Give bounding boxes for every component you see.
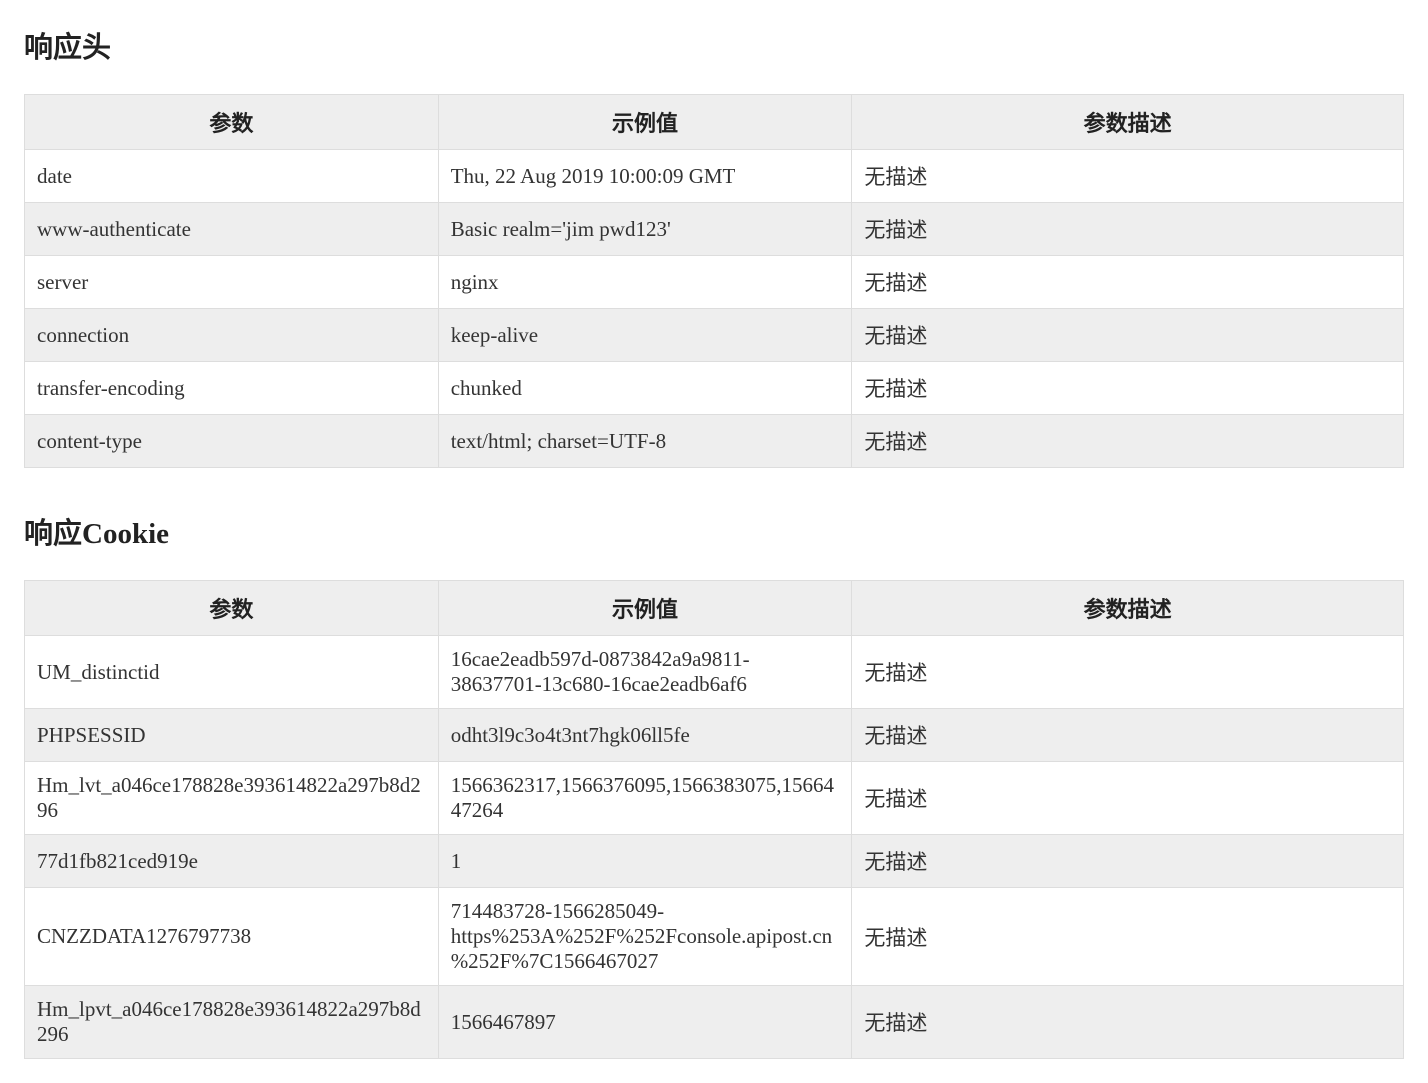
cell-desc: 无描述 — [852, 415, 1404, 468]
response-headers-table: 参数 示例值 参数描述 date Thu, 22 Aug 2019 10:00:… — [24, 94, 1404, 468]
cell-desc: 无描述 — [852, 203, 1404, 256]
cell-param: www-authenticate — [25, 203, 439, 256]
cell-example: odht3l9c3o4t3nt7hgk06ll5fe — [438, 709, 852, 762]
table-row: server nginx 无描述 — [25, 256, 1404, 309]
cell-desc: 无描述 — [852, 709, 1404, 762]
cell-desc: 无描述 — [852, 256, 1404, 309]
cell-param: Hm_lpvt_a046ce178828e393614822a297b8d296 — [25, 986, 439, 1059]
cell-param: server — [25, 256, 439, 309]
cell-desc: 无描述 — [852, 888, 1404, 986]
cell-example: 16cae2eadb597d-0873842a9a9811-38637701-1… — [438, 636, 852, 709]
table-row: PHPSESSID odht3l9c3o4t3nt7hgk06ll5fe 无描述 — [25, 709, 1404, 762]
table-row: Hm_lpvt_a046ce178828e393614822a297b8d296… — [25, 986, 1404, 1059]
table-row: Hm_lvt_a046ce178828e393614822a297b8d296 … — [25, 762, 1404, 835]
cell-param: content-type — [25, 415, 439, 468]
col-header-example: 示例值 — [438, 581, 852, 636]
col-header-desc: 参数描述 — [852, 95, 1404, 150]
cell-param: connection — [25, 309, 439, 362]
table-row: content-type text/html; charset=UTF-8 无描… — [25, 415, 1404, 468]
cell-example: 1566467897 — [438, 986, 852, 1059]
cell-desc: 无描述 — [852, 835, 1404, 888]
response-headers-title: 响应头 — [24, 24, 1404, 66]
cell-desc: 无描述 — [852, 762, 1404, 835]
table-row: 77d1fb821ced919e 1 无描述 — [25, 835, 1404, 888]
table-row: CNZZDATA1276797738 714483728-1566285049-… — [25, 888, 1404, 986]
cell-example: 714483728-1566285049-https%253A%252F%252… — [438, 888, 852, 986]
cell-desc: 无描述 — [852, 986, 1404, 1059]
col-header-param: 参数 — [25, 95, 439, 150]
cell-param: CNZZDATA1276797738 — [25, 888, 439, 986]
response-cookies-title: 响应Cookie — [24, 510, 1404, 552]
cell-param: Hm_lvt_a046ce178828e393614822a297b8d296 — [25, 762, 439, 835]
cell-desc: 无描述 — [852, 362, 1404, 415]
table-header-row: 参数 示例值 参数描述 — [25, 581, 1404, 636]
cell-example: text/html; charset=UTF-8 — [438, 415, 852, 468]
cell-param: transfer-encoding — [25, 362, 439, 415]
cell-desc: 无描述 — [852, 636, 1404, 709]
cell-example: chunked — [438, 362, 852, 415]
cell-param: PHPSESSID — [25, 709, 439, 762]
cell-example: Basic realm='jim pwd123' — [438, 203, 852, 256]
cell-desc: 无描述 — [852, 309, 1404, 362]
response-cookies-table: 参数 示例值 参数描述 UM_distinctid 16cae2eadb597d… — [24, 580, 1404, 1059]
cell-desc: 无描述 — [852, 150, 1404, 203]
table-row: www-authenticate Basic realm='jim pwd123… — [25, 203, 1404, 256]
table-row: UM_distinctid 16cae2eadb597d-0873842a9a9… — [25, 636, 1404, 709]
table-row: connection keep-alive 无描述 — [25, 309, 1404, 362]
cell-example: 1566362317,1566376095,1566383075,1566447… — [438, 762, 852, 835]
cell-example: 1 — [438, 835, 852, 888]
cell-param: UM_distinctid — [25, 636, 439, 709]
table-row: transfer-encoding chunked 无描述 — [25, 362, 1404, 415]
cell-example: keep-alive — [438, 309, 852, 362]
col-header-example: 示例值 — [438, 95, 852, 150]
table-header-row: 参数 示例值 参数描述 — [25, 95, 1404, 150]
cell-param: 77d1fb821ced919e — [25, 835, 439, 888]
col-header-desc: 参数描述 — [852, 581, 1404, 636]
cell-example: Thu, 22 Aug 2019 10:00:09 GMT — [438, 150, 852, 203]
cell-param: date — [25, 150, 439, 203]
cell-example: nginx — [438, 256, 852, 309]
col-header-param: 参数 — [25, 581, 439, 636]
table-row: date Thu, 22 Aug 2019 10:00:09 GMT 无描述 — [25, 150, 1404, 203]
